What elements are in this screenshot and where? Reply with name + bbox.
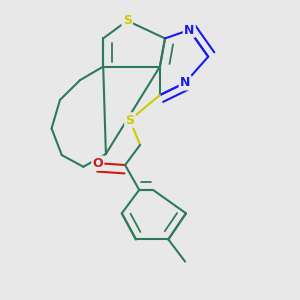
Text: N: N bbox=[184, 23, 194, 37]
Text: N: N bbox=[180, 76, 190, 89]
Text: S: S bbox=[123, 14, 132, 27]
Text: S: S bbox=[125, 113, 134, 127]
Text: O: O bbox=[92, 157, 103, 170]
